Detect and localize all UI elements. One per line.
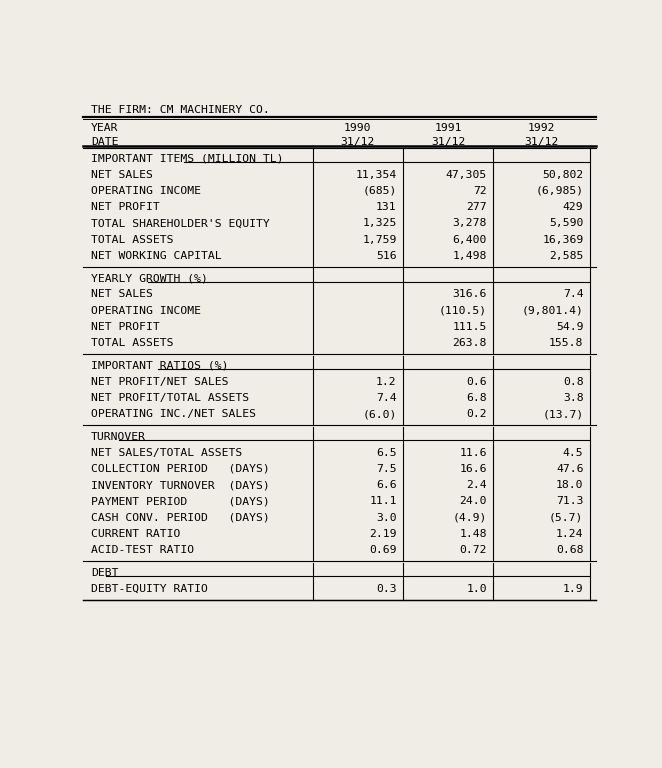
Text: DEBT: DEBT	[91, 568, 118, 578]
Text: 1.24: 1.24	[556, 529, 583, 539]
Text: TOTAL ASSETS: TOTAL ASSETS	[91, 235, 173, 245]
Text: (685): (685)	[362, 186, 397, 196]
Text: NET WORKING CAPITAL: NET WORKING CAPITAL	[91, 251, 222, 261]
Text: IMPORTANT ITEMS (MILLION TL): IMPORTANT ITEMS (MILLION TL)	[91, 154, 283, 164]
Text: YEARLY GROWTH (%): YEARLY GROWTH (%)	[91, 273, 208, 283]
Text: (6,985): (6,985)	[536, 186, 583, 196]
Text: 7.4: 7.4	[376, 393, 397, 403]
Text: NET PROFIT/NET SALES: NET PROFIT/NET SALES	[91, 376, 228, 386]
Text: IMPORTANT RATIOS (%): IMPORTANT RATIOS (%)	[91, 361, 228, 371]
Text: NET PROFIT/TOTAL ASSETS: NET PROFIT/TOTAL ASSETS	[91, 393, 249, 403]
Text: (110.5): (110.5)	[439, 306, 487, 316]
Text: 516: 516	[376, 251, 397, 261]
Text: 50,802: 50,802	[542, 170, 583, 180]
Text: 71.3: 71.3	[556, 496, 583, 506]
Text: INVENTORY TURNOVER  (DAYS): INVENTORY TURNOVER (DAYS)	[91, 480, 269, 490]
Text: NET SALES/TOTAL ASSETS: NET SALES/TOTAL ASSETS	[91, 448, 242, 458]
Text: 6,400: 6,400	[453, 235, 487, 245]
Text: 54.9: 54.9	[556, 322, 583, 332]
Text: (13.7): (13.7)	[542, 409, 583, 419]
Text: 4.5: 4.5	[563, 448, 583, 458]
Text: NET SALES: NET SALES	[91, 170, 153, 180]
Text: DEBT-EQUITY RATIO: DEBT-EQUITY RATIO	[91, 584, 208, 594]
Text: 0.6: 0.6	[467, 376, 487, 386]
Text: 11.1: 11.1	[369, 496, 397, 506]
Text: 2,585: 2,585	[549, 251, 583, 261]
Text: ACID-TEST RATIO: ACID-TEST RATIO	[91, 545, 194, 555]
Text: 31/12: 31/12	[340, 137, 375, 147]
Text: 277: 277	[467, 202, 487, 212]
Text: 3.8: 3.8	[563, 393, 583, 403]
Text: 72: 72	[473, 186, 487, 196]
Text: 16.6: 16.6	[459, 464, 487, 474]
Text: YEAR: YEAR	[91, 123, 118, 133]
Text: 155.8: 155.8	[549, 338, 583, 348]
Text: (6.0): (6.0)	[362, 409, 397, 419]
Text: 6.8: 6.8	[467, 393, 487, 403]
Text: 7.4: 7.4	[563, 290, 583, 300]
Text: 18.0: 18.0	[556, 480, 583, 490]
Text: 31/12: 31/12	[524, 137, 559, 147]
Text: OPERATING INC./NET SALES: OPERATING INC./NET SALES	[91, 409, 256, 419]
Text: CASH CONV. PERIOD   (DAYS): CASH CONV. PERIOD (DAYS)	[91, 513, 269, 523]
Text: 1,498: 1,498	[453, 251, 487, 261]
Text: OPERATING INCOME: OPERATING INCOME	[91, 186, 201, 196]
Text: 263.8: 263.8	[453, 338, 487, 348]
Text: CURRENT RATIO: CURRENT RATIO	[91, 529, 180, 539]
Text: TOTAL SHAREHOLDER'S EQUITY: TOTAL SHAREHOLDER'S EQUITY	[91, 218, 269, 228]
Text: 1.2: 1.2	[376, 376, 397, 386]
Text: 6.6: 6.6	[376, 480, 397, 490]
Text: PAYMENT PERIOD      (DAYS): PAYMENT PERIOD (DAYS)	[91, 496, 269, 506]
Text: 0.68: 0.68	[556, 545, 583, 555]
Text: (9,801.4): (9,801.4)	[522, 306, 583, 316]
Text: 7.5: 7.5	[376, 464, 397, 474]
Text: 16,369: 16,369	[542, 235, 583, 245]
Text: DATE: DATE	[91, 137, 118, 147]
Text: 0.2: 0.2	[467, 409, 487, 419]
Text: 11.6: 11.6	[459, 448, 487, 458]
Text: 1.9: 1.9	[563, 584, 583, 594]
Text: THE FIRM: CM MACHINERY CO.: THE FIRM: CM MACHINERY CO.	[91, 105, 269, 115]
Text: NET SALES: NET SALES	[91, 290, 153, 300]
Text: 1992: 1992	[528, 123, 555, 133]
Text: 1.0: 1.0	[467, 584, 487, 594]
Text: NET PROFIT: NET PROFIT	[91, 322, 160, 332]
Text: 316.6: 316.6	[453, 290, 487, 300]
Text: 1990: 1990	[344, 123, 371, 133]
Text: 6.5: 6.5	[376, 448, 397, 458]
Text: COLLECTION PERIOD   (DAYS): COLLECTION PERIOD (DAYS)	[91, 464, 269, 474]
Text: OPERATING INCOME: OPERATING INCOME	[91, 306, 201, 316]
Text: 0.72: 0.72	[459, 545, 487, 555]
Text: 3.0: 3.0	[376, 513, 397, 523]
Text: 47,305: 47,305	[446, 170, 487, 180]
Text: 2.19: 2.19	[369, 529, 397, 539]
Text: 1,325: 1,325	[362, 218, 397, 228]
Text: 31/12: 31/12	[431, 137, 465, 147]
Text: 429: 429	[563, 202, 583, 212]
Text: NET PROFIT: NET PROFIT	[91, 202, 160, 212]
Text: 11,354: 11,354	[355, 170, 397, 180]
Text: TURNOVER: TURNOVER	[91, 432, 146, 442]
Text: 1,759: 1,759	[362, 235, 397, 245]
Text: 1.48: 1.48	[459, 529, 487, 539]
Text: TOTAL ASSETS: TOTAL ASSETS	[91, 338, 173, 348]
Text: 1991: 1991	[434, 123, 462, 133]
Text: 3,278: 3,278	[453, 218, 487, 228]
Text: 2.4: 2.4	[467, 480, 487, 490]
Text: 131: 131	[376, 202, 397, 212]
Text: 0.69: 0.69	[369, 545, 397, 555]
Text: 24.0: 24.0	[459, 496, 487, 506]
Text: (5.7): (5.7)	[549, 513, 583, 523]
Text: 5,590: 5,590	[549, 218, 583, 228]
Text: 0.8: 0.8	[563, 376, 583, 386]
Text: 0.3: 0.3	[376, 584, 397, 594]
Text: (4.9): (4.9)	[453, 513, 487, 523]
Text: 111.5: 111.5	[453, 322, 487, 332]
Text: 47.6: 47.6	[556, 464, 583, 474]
